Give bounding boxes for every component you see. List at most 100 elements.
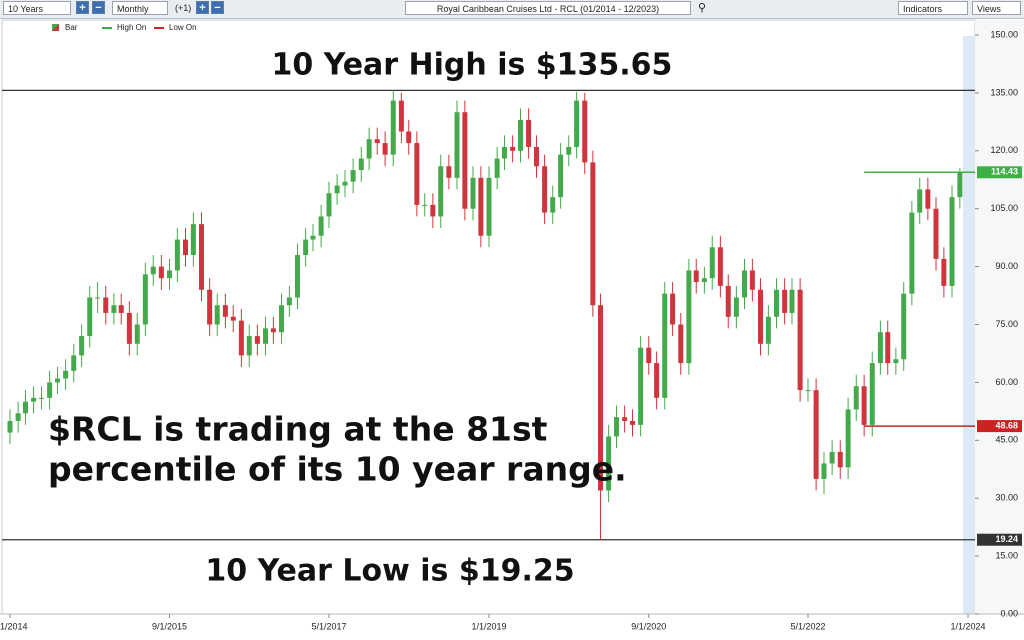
candle-body [95,297,101,299]
candle-body [742,270,748,298]
candle-body [254,336,260,344]
candle-body [366,139,372,159]
candle-body [279,305,285,333]
candle-body [526,119,532,147]
candle-body [758,289,764,344]
x-tick-label: 1/1/2014 [0,621,28,631]
candle-body [79,336,85,356]
annotation: 10 Year High is $135.65 [272,48,673,83]
candle-body [597,305,603,491]
candle-body [71,355,77,371]
x-tick-label: 9/1/2015 [152,621,187,631]
candle-body [613,417,619,437]
candle-body [103,297,109,313]
candle-body [390,100,396,155]
candle-body [118,305,124,313]
candle-body [837,451,843,468]
candle-body [678,324,684,364]
candle-body [701,278,707,283]
y-axis-panel [975,20,1024,614]
candle-body [358,158,364,171]
candle-body [326,193,332,217]
candle-body [893,359,899,364]
y-tick-label: 60.00 [995,377,1018,387]
y-tick-label: 0.00 [1000,608,1018,618]
candle-body [909,212,915,294]
candle-body [957,172,963,198]
candle-body [646,347,652,364]
candle-body [174,239,180,271]
candle-body [446,166,452,178]
legend-label: Low On [169,23,197,32]
candle-body [941,258,947,286]
candle-body [590,162,596,306]
axes: 0.00 15.00 30.00 45.00 60.00 75.00 90.00 105.00… [0,29,1022,631]
y-tick-label: 105.00 [990,203,1018,213]
candle-body [813,390,819,479]
search-icon[interactable]: ⚲ [698,2,707,14]
candle-body [190,224,196,256]
y-tick-label: 135.00 [990,87,1018,97]
annotation: percentile of its 10 year range. [48,450,627,489]
candle-body [142,274,148,325]
candle-body [869,363,875,425]
candle-body [414,143,420,205]
candle-body [797,289,803,391]
candle-body [31,397,37,402]
price-tag-label: 114.43 [991,167,1018,177]
candle-body [454,112,460,178]
candle-body [510,146,516,151]
candle-body [166,270,172,279]
candle-body [861,386,867,425]
candle-body [533,146,539,167]
candle-body [438,166,444,217]
offset-label: (+1) [175,3,192,13]
candle-body [342,181,348,186]
period-select[interactable]: 10 Years [3,1,71,15]
annotation: $RCL is trading at the 81st [48,410,548,449]
interval-select[interactable]: Monthly [112,1,168,15]
marks [2,89,975,541]
candle-body [310,235,316,240]
candle-body [542,166,548,213]
y-tick-label: 30.00 [995,493,1018,503]
price-tag-label: 48.68 [995,420,1018,430]
candle-body [622,417,628,421]
annotation: 10 Year Low is $19.25 [205,554,574,589]
y-tick-label: 75.00 [995,319,1018,329]
symbol-field[interactable]: Royal Caribbean Cruises Ltd - RCL (01/20… [405,1,691,15]
candle-body [550,197,556,213]
price-tag [977,166,1022,179]
candle-body [901,293,907,360]
candle-body [494,158,500,178]
candle-body [111,305,117,313]
candle-body [214,305,220,325]
candle-body [733,297,739,317]
y-tick-label: 45.00 [995,435,1018,445]
zoom-in-button[interactable]: + [76,1,89,14]
plot-area [1,19,976,615]
offset-minus-button[interactable]: − [211,1,224,14]
candle-body [422,204,428,206]
candle-body [54,378,60,383]
zoom-out-button[interactable]: − [92,1,105,14]
views-select[interactable]: Views [972,1,1021,15]
candle-body [725,285,731,317]
indicators-select[interactable]: Indicators [898,1,968,15]
candle-body [805,390,811,392]
y-tick-label: 15.00 [995,550,1018,560]
candle-body [286,297,292,306]
candle-body [829,451,835,464]
candle-body [765,316,771,344]
price-tag [977,533,1022,546]
candle-body [430,204,436,217]
candle-body [574,100,580,147]
candle-body [582,100,588,163]
candle-body [318,216,324,236]
offset-plus-button[interactable]: + [196,1,209,14]
candle-body [382,143,388,155]
candle-body [462,112,468,209]
candle-body [230,316,236,321]
candle-body [821,463,827,479]
